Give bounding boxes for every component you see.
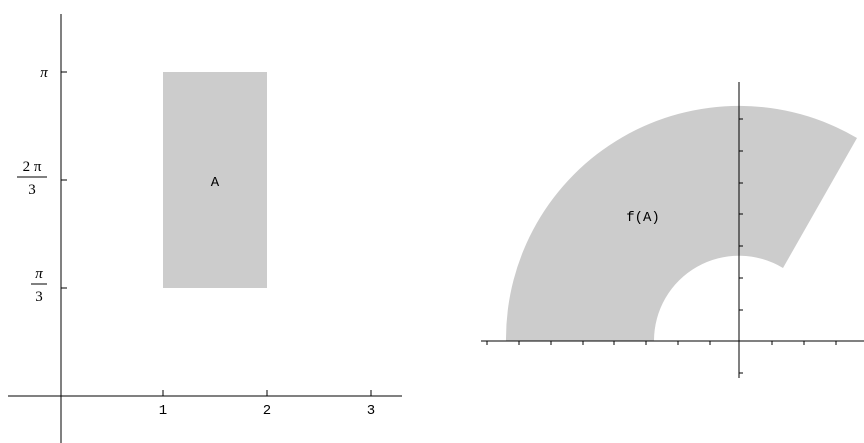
- region-f-a: [505, 105, 857, 342]
- left-y-tick-label-pi: π: [40, 65, 48, 81]
- left-x-tick-label-2: 2: [263, 403, 271, 419]
- left-y-tick-label-pi-third: π 3: [31, 266, 47, 305]
- region-a: [163, 72, 267, 288]
- left-x-tick-label-3: 3: [367, 403, 375, 419]
- left-y-tick-label-two-pi-third: 2 π 3: [17, 159, 47, 198]
- right-plot: f(A): [481, 82, 864, 378]
- left-x-tick-label-1: 1: [159, 403, 167, 419]
- right-x-ticks: [486, 341, 837, 345]
- region-f-a-label: f(A): [626, 210, 660, 226]
- left-y-tick-label-two-pi-third-denominator: 3: [28, 182, 36, 198]
- right-y-ticks: [739, 118, 743, 374]
- left-y-tick-label-pi-third-numerator: π: [35, 266, 43, 282]
- left-plot: 1 2 3 π 3 2 π 3 π A: [8, 14, 402, 443]
- region-a-label: A: [211, 175, 220, 191]
- left-y-tick-label-two-pi-third-numerator: 2 π: [23, 159, 42, 175]
- left-y-tick-label-pi-third-denominator: 3: [35, 289, 43, 305]
